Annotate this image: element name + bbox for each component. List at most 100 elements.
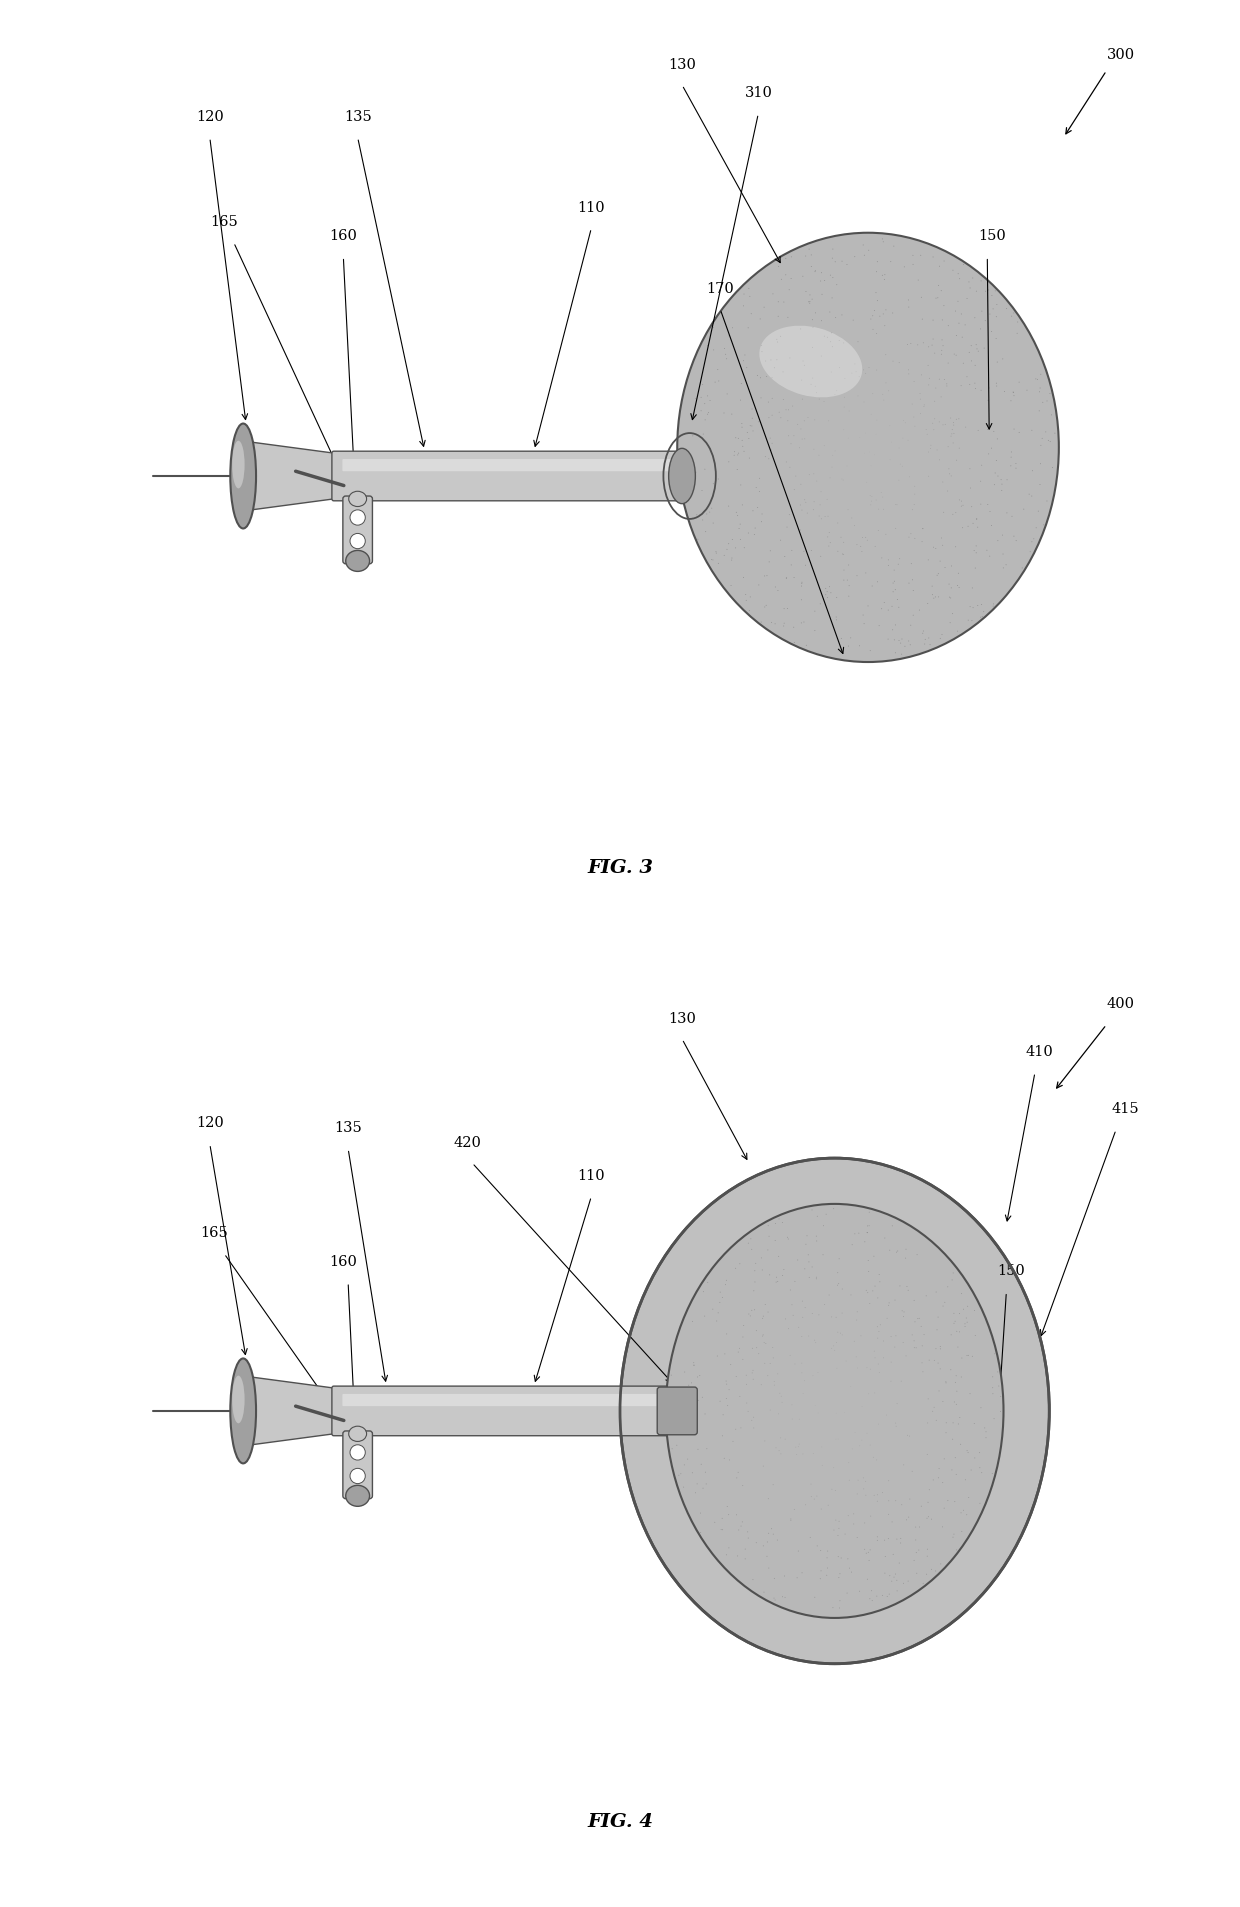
Point <box>885 1407 905 1438</box>
Point <box>894 252 914 282</box>
Point <box>877 1302 897 1333</box>
Point <box>965 303 985 334</box>
Point <box>875 311 895 341</box>
Point <box>843 1499 863 1529</box>
Point <box>758 1541 777 1571</box>
Point <box>887 1411 906 1442</box>
Point <box>807 1226 827 1257</box>
Point <box>961 473 981 503</box>
Point <box>924 1465 944 1495</box>
Point <box>769 252 789 282</box>
Point <box>861 305 880 336</box>
Point <box>883 578 903 608</box>
Point <box>1040 427 1060 458</box>
Point <box>972 1457 992 1487</box>
Point <box>911 1312 931 1343</box>
Point <box>1029 397 1049 427</box>
Point <box>892 624 911 654</box>
Point <box>930 624 950 654</box>
Point <box>924 584 944 614</box>
Point <box>932 530 952 561</box>
Point <box>893 452 913 482</box>
Point <box>911 1491 931 1522</box>
Point <box>992 521 1012 551</box>
Point <box>911 240 931 271</box>
Point <box>748 360 768 391</box>
Point <box>940 582 960 612</box>
Point <box>935 364 955 395</box>
Point <box>970 1487 990 1518</box>
Point <box>887 1566 906 1596</box>
Point <box>746 1528 766 1558</box>
Point <box>820 572 839 603</box>
Point <box>717 345 737 376</box>
Point <box>952 1516 972 1547</box>
Point <box>812 280 832 311</box>
Point <box>971 315 991 345</box>
Point <box>887 490 906 521</box>
Point <box>894 406 914 437</box>
Point <box>785 627 805 658</box>
Point <box>782 391 802 421</box>
Point <box>769 301 789 332</box>
Point <box>751 383 771 414</box>
Point <box>863 379 883 410</box>
Point <box>843 305 863 336</box>
Point <box>847 1297 867 1327</box>
Point <box>828 1259 848 1289</box>
Point <box>755 561 775 591</box>
Point <box>899 355 919 385</box>
Point <box>693 1474 713 1505</box>
Point <box>884 233 904 263</box>
Point <box>930 1354 950 1384</box>
Point <box>826 1302 846 1333</box>
Point <box>820 1280 839 1310</box>
Point <box>838 1501 858 1531</box>
Point <box>717 1365 737 1396</box>
Point <box>740 412 760 442</box>
Point <box>1004 414 1024 444</box>
Point <box>817 322 837 353</box>
Point <box>882 1346 901 1377</box>
Point <box>866 278 885 309</box>
Point <box>811 1535 831 1566</box>
Point <box>987 368 1007 399</box>
Point <box>743 416 763 446</box>
Point <box>776 261 796 292</box>
Point <box>774 1255 794 1285</box>
Point <box>718 1390 738 1421</box>
Point <box>804 435 823 465</box>
Point <box>738 1516 758 1547</box>
Point <box>826 603 846 633</box>
Point <box>971 467 991 498</box>
Point <box>895 631 915 662</box>
Point <box>734 280 754 311</box>
Point <box>951 299 971 330</box>
Point <box>1021 538 1040 568</box>
Point <box>898 425 918 456</box>
Point <box>801 240 821 271</box>
Point <box>941 421 961 452</box>
Point <box>887 1575 906 1606</box>
Point <box>682 1457 702 1487</box>
Point <box>844 511 864 542</box>
Point <box>931 336 951 366</box>
Point <box>765 1226 785 1257</box>
Point <box>926 1405 946 1436</box>
Point <box>877 1400 897 1430</box>
Point <box>885 576 905 606</box>
Point <box>909 265 929 296</box>
Point <box>985 1404 1004 1434</box>
Point <box>683 1348 703 1379</box>
Point <box>929 1377 949 1407</box>
Point <box>759 402 779 433</box>
Point <box>864 296 884 326</box>
Point <box>822 1333 842 1364</box>
Point <box>749 570 769 601</box>
Point <box>961 332 981 362</box>
Point <box>787 1245 807 1276</box>
Point <box>822 441 842 471</box>
Point <box>740 582 760 612</box>
Point <box>854 439 874 469</box>
Point <box>920 364 940 395</box>
